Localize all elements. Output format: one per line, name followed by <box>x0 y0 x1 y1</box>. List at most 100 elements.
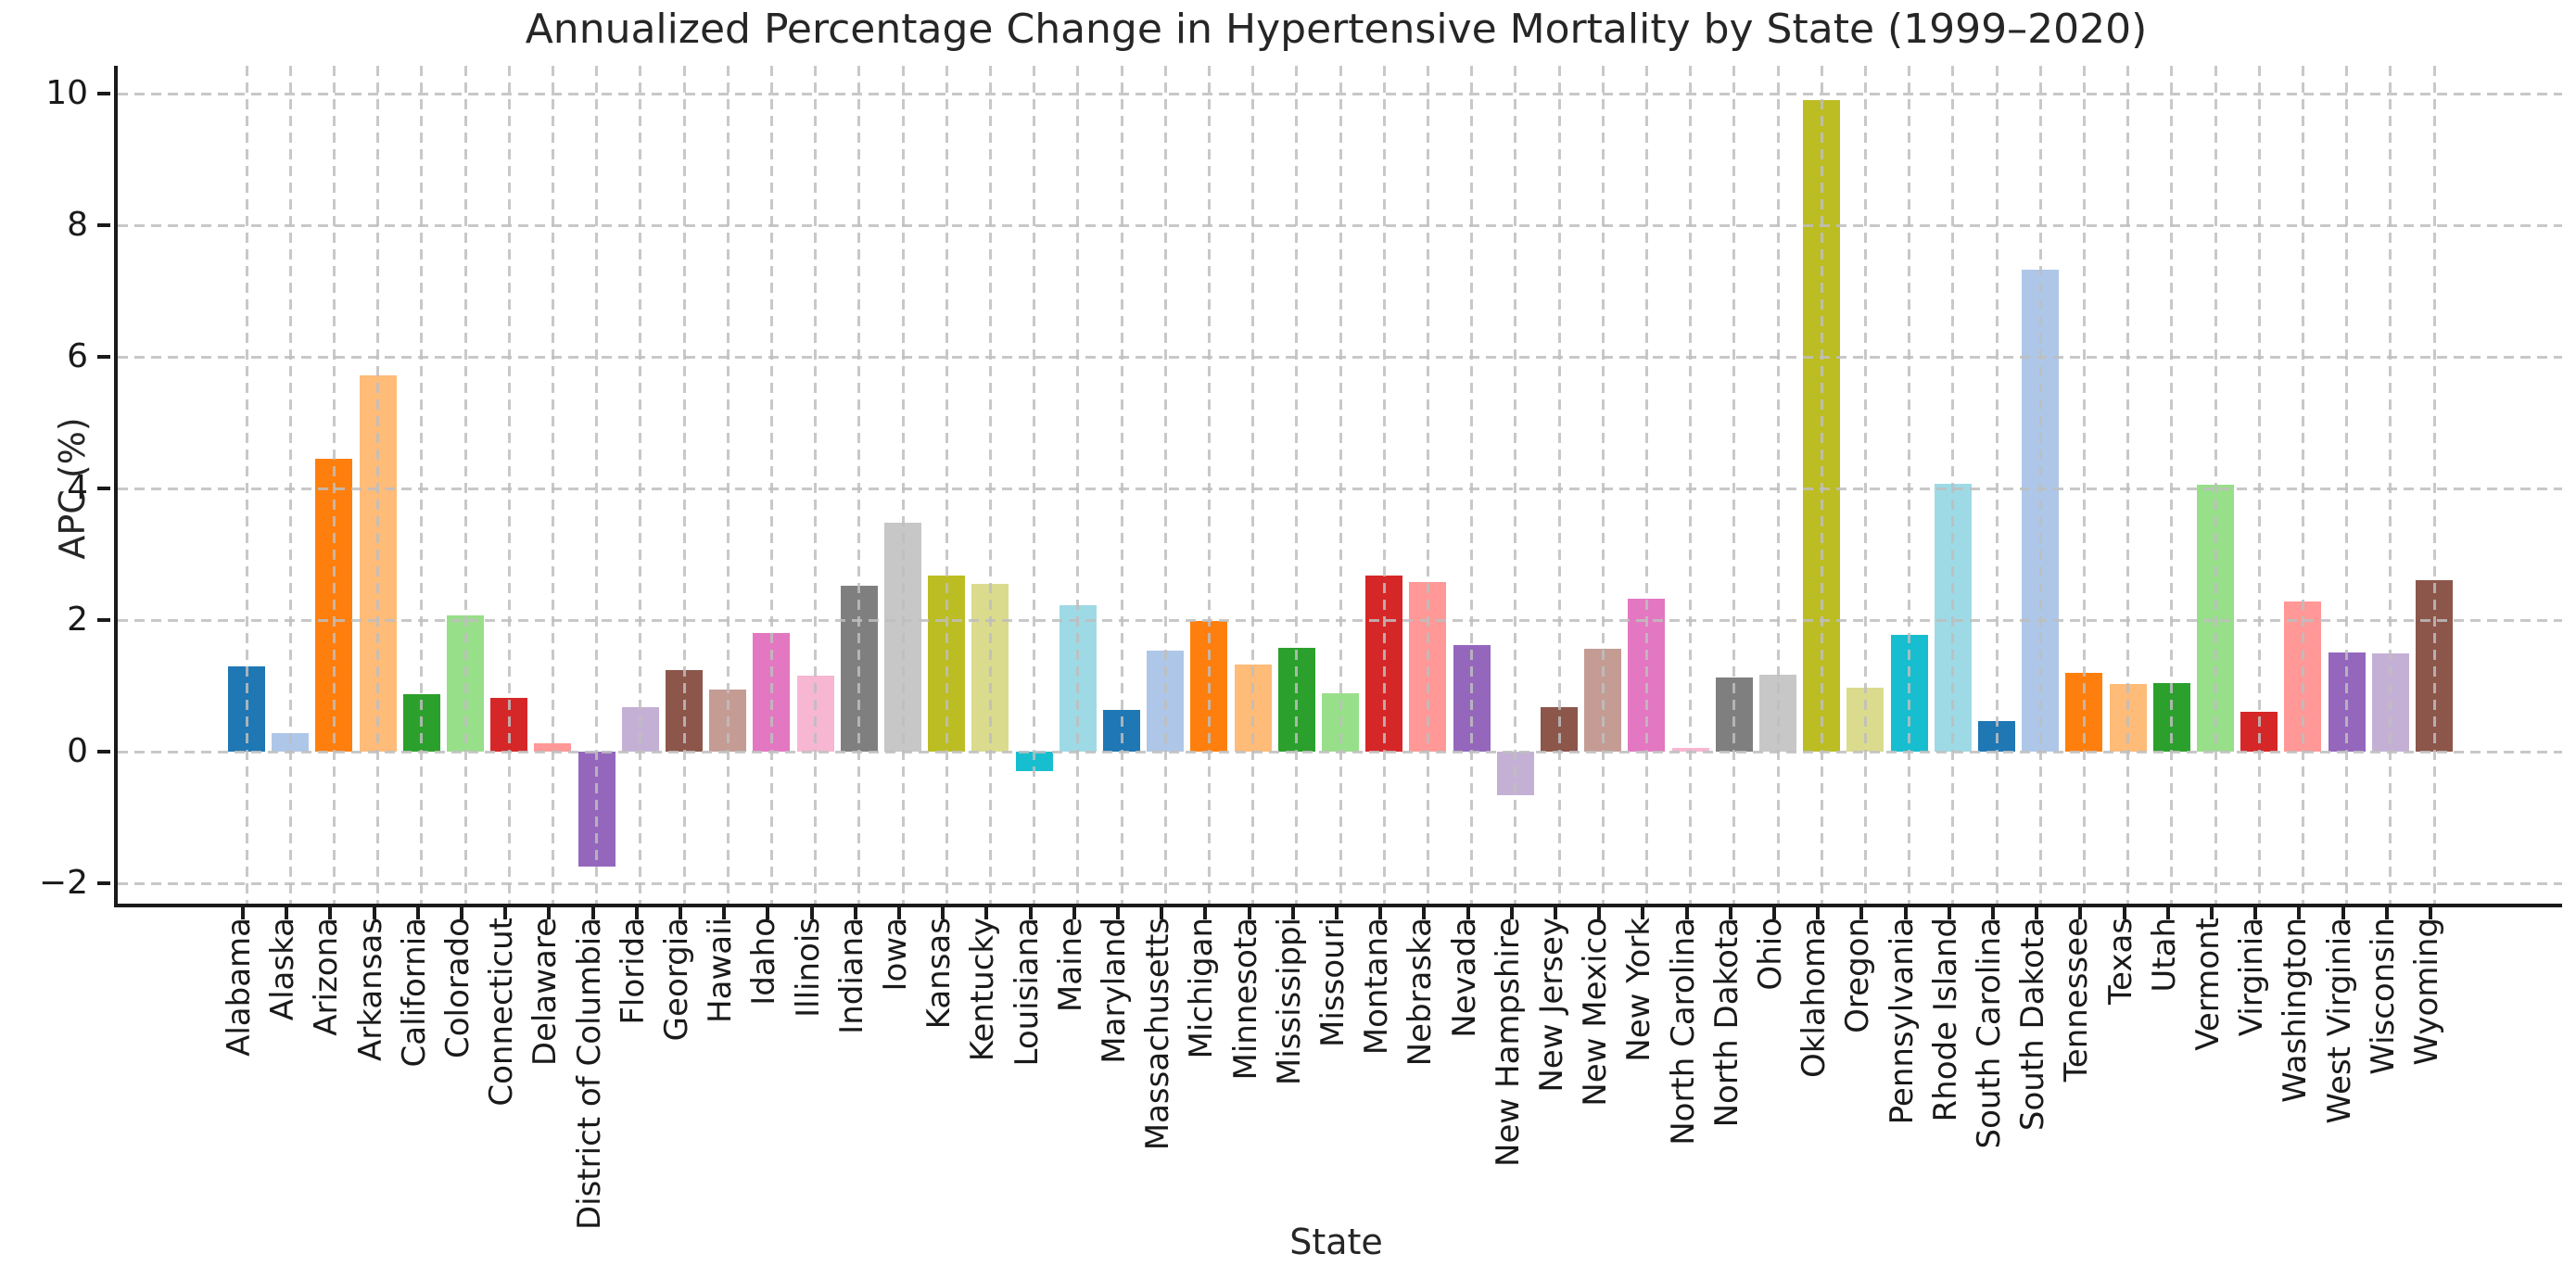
x-gridline <box>507 66 511 904</box>
y-tick <box>97 92 110 95</box>
x-tick-label: Louisiana <box>1008 918 1046 1067</box>
y-tick <box>97 355 110 359</box>
x-tick-label: New Mexico <box>1577 918 1615 1107</box>
x-gridline <box>1732 66 1736 904</box>
x-tick <box>679 907 682 919</box>
x-tick <box>1947 907 1951 919</box>
x-tick-label: Indiana <box>832 918 870 1034</box>
x-tick <box>2384 907 2389 919</box>
x-tick <box>2297 907 2302 919</box>
x-tick <box>634 907 639 919</box>
x-tick-label: Nevada <box>1445 918 1483 1038</box>
x-tick-label: Maine <box>1051 918 1089 1013</box>
x-gridline <box>682 66 686 904</box>
x-gridline <box>1776 66 1780 904</box>
y-gridline <box>118 92 2562 95</box>
x-tick <box>1816 907 1821 919</box>
x-gridline <box>245 66 248 904</box>
x-tick <box>1378 907 1383 919</box>
y-tick-label: 8 <box>67 206 88 244</box>
x-tick <box>809 907 814 919</box>
x-tick-label: Minnesota <box>1226 918 1264 1081</box>
x-tick <box>2078 907 2083 919</box>
x-tick <box>1903 907 1908 919</box>
x-tick <box>1290 907 1295 919</box>
x-tick-label: Arkansas <box>351 918 389 1061</box>
x-gridline <box>988 66 992 904</box>
x-tick-label: Rhode Island <box>1926 918 1964 1122</box>
x-tick-label: Colorado <box>439 918 476 1058</box>
x-tick-label: Idaho <box>745 918 783 1006</box>
x-gridline <box>1470 66 1474 904</box>
x-tick <box>984 907 989 919</box>
y-gridline <box>118 487 2562 490</box>
x-tick-label: Iowa <box>877 918 914 992</box>
x-gridline <box>726 66 730 904</box>
x-tick <box>2253 907 2258 919</box>
x-gridline <box>1251 66 1255 904</box>
x-tick-label: South Carolina <box>1971 918 2008 1149</box>
x-tick-label: Massachusetts <box>1139 918 1177 1151</box>
y-gridline <box>118 750 2562 753</box>
x-gridline <box>2301 66 2304 904</box>
x-gridline <box>769 66 773 904</box>
x-tick <box>1160 907 1164 919</box>
x-tick <box>590 907 595 919</box>
x-gridline <box>2389 66 2392 904</box>
x-tick <box>1641 907 1645 919</box>
x-gridline <box>1863 66 1867 904</box>
x-tick-label: Ohio <box>1752 918 1789 991</box>
x-gridline <box>1120 66 1123 904</box>
plot-area <box>114 66 2562 907</box>
x-gridline <box>420 66 424 904</box>
x-tick <box>1684 907 1689 919</box>
x-gridline <box>376 66 380 904</box>
x-gridline <box>2257 66 2261 904</box>
x-tick <box>2122 907 2126 919</box>
x-tick-label: Wisconsin <box>2364 918 2402 1075</box>
x-tick <box>1991 907 1995 919</box>
x-tick <box>1116 907 1120 919</box>
x-tick-label: Nebraska <box>1402 918 1440 1067</box>
x-tick-label: Kentucky <box>964 918 1002 1062</box>
x-gridline <box>2214 66 2217 904</box>
x-gridline <box>2432 66 2436 904</box>
x-gridline <box>1076 66 1080 904</box>
y-tick <box>97 618 110 622</box>
x-tick <box>1509 907 1514 919</box>
x-tick <box>1335 907 1339 919</box>
x-gridline <box>1295 66 1299 904</box>
y-tick-label: 4 <box>67 469 88 507</box>
x-tick <box>1422 907 1427 919</box>
x-gridline <box>639 66 642 904</box>
y-tick-label: −2 <box>38 864 88 902</box>
x-tick <box>460 907 463 919</box>
x-gridline <box>1426 66 1429 904</box>
y-tick <box>97 750 110 753</box>
x-tick <box>1772 907 1776 919</box>
x-tick <box>1072 907 1076 919</box>
x-tick <box>722 907 727 919</box>
x-tick <box>285 907 289 919</box>
x-tick-label: Michigan <box>1183 918 1221 1059</box>
x-tick <box>1554 907 1557 919</box>
x-tick <box>241 907 245 919</box>
x-gridline <box>1601 66 1605 904</box>
x-tick-label: Vermont <box>2189 918 2227 1051</box>
x-tick-label: Hawaii <box>702 918 740 1023</box>
x-tick-label: Oklahoma <box>1796 918 1834 1079</box>
x-gridline <box>1951 66 1955 904</box>
y-gridline <box>118 618 2562 622</box>
x-tick <box>372 907 376 919</box>
x-tick <box>853 907 857 919</box>
x-tick <box>897 907 901 919</box>
x-tick-label: Maryland <box>1096 918 1133 1064</box>
x-gridline <box>1908 66 1911 904</box>
x-tick-label: Utah <box>2145 918 2183 993</box>
x-tick-label: Virginia <box>2233 918 2271 1037</box>
x-tick <box>328 907 333 919</box>
x-gridline <box>1207 66 1211 904</box>
x-gridline <box>1995 66 1999 904</box>
x-tick <box>503 907 508 919</box>
